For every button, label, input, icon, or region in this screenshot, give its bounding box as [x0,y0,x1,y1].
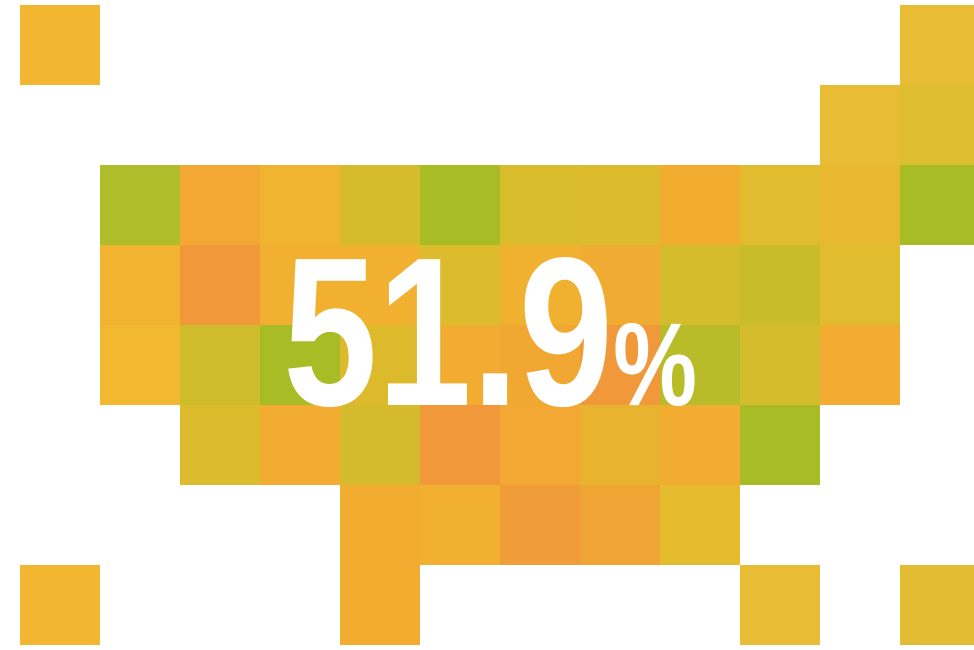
tile [820,165,900,245]
tile [340,565,420,645]
tile [740,245,820,325]
tile [820,245,900,325]
tile [900,5,974,85]
tile [100,245,180,325]
tile [660,405,740,485]
tile [660,485,740,565]
tile [180,245,260,325]
tile [660,325,740,405]
figure-value: 51.9 [283,213,613,450]
tile [180,325,260,405]
tile [900,565,974,645]
tile [340,165,420,245]
tile [580,405,660,485]
tile [900,165,974,245]
tile [180,405,260,485]
tile [20,5,100,85]
tile [100,165,180,245]
tile [340,245,420,325]
tile [500,165,580,245]
tile [660,165,740,245]
tile [660,245,740,325]
tile [260,405,340,485]
tile [420,165,500,245]
tile [420,325,500,405]
tile [500,405,580,485]
figure-unit: % [613,298,697,431]
tile [580,245,660,325]
tile-grid [20,5,974,645]
tile [260,245,340,325]
headline-figure: 51.9% [283,213,697,450]
tile [740,565,820,645]
tile [420,245,500,325]
tile [900,85,974,165]
tile [500,245,580,325]
tile [260,165,340,245]
tile [180,165,260,245]
tile [100,325,180,405]
tile [20,565,100,645]
tile [340,485,420,565]
tile [580,325,660,405]
tile [580,165,660,245]
tile [420,405,500,485]
tile [340,325,420,405]
tile [820,325,900,405]
tile [820,85,900,165]
tile [420,485,500,565]
tile [740,165,820,245]
tile [500,325,580,405]
tile [500,485,580,565]
tile [740,405,820,485]
tile [340,405,420,485]
tile [580,485,660,565]
tile [260,325,340,405]
tile [740,325,820,405]
